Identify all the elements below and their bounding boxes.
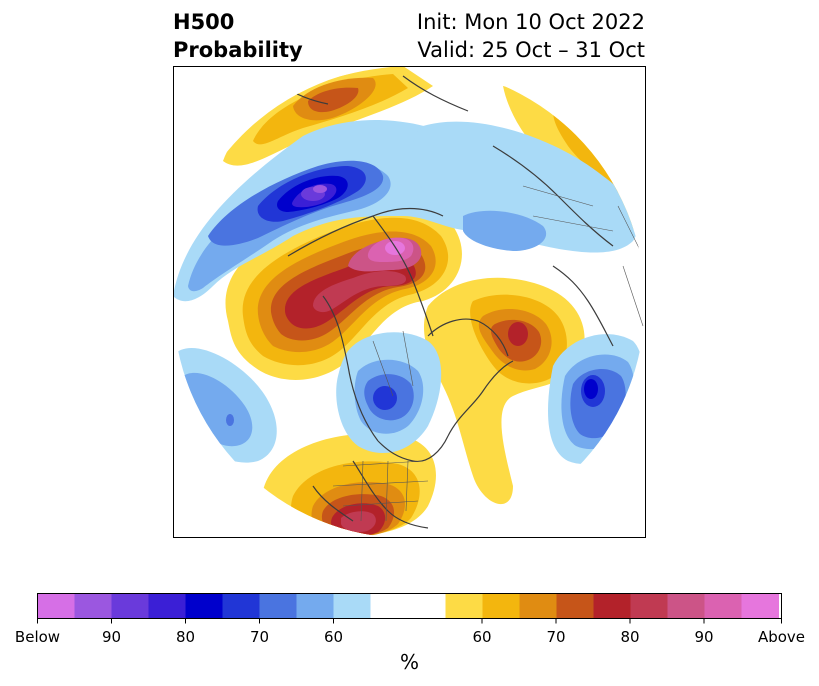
colorbar-cell-below-6 (259, 593, 297, 619)
colorbar-cell-below-4 (185, 593, 223, 619)
above-normal-ridge-west (225, 202, 462, 380)
colorbar-cell-below-0 (37, 593, 75, 619)
colorbar-cell-below-1 (74, 593, 112, 619)
below-normal-arctic (412, 121, 638, 253)
colorbar: Below 90 80 70 60 60 70 80 90 Above (15, 593, 805, 646)
product-label: Probability (173, 38, 303, 62)
colorbar-cell-above-0 (445, 593, 483, 619)
colorbar-cell-below-7 (296, 593, 334, 619)
colorbar-cell-neutral (370, 593, 446, 619)
map-frame (173, 66, 646, 538)
colorbar-tick-label: Above (758, 628, 805, 646)
above-normal-atlantic (423, 86, 643, 505)
variable-label: H500 (173, 10, 235, 34)
colorbar-tick-label: 70 (250, 628, 269, 646)
colorbar-cell-below-2 (111, 593, 149, 619)
colorbar-cell-above-5 (630, 593, 668, 619)
colorbar-unit-label: % (399, 650, 419, 674)
colorbar-cell-above-1 (482, 593, 520, 619)
colorbar-cell-above-3 (556, 593, 594, 619)
init-date-label: Init: Mon 10 Oct 2022 (416, 10, 645, 34)
above-normal-north (223, 66, 433, 166)
colorbar-cells (37, 593, 779, 619)
colorbar-tick-label: 80 (176, 628, 195, 646)
valid-range-label: Valid: 25 Oct – 31 Oct (417, 38, 645, 62)
colorbar-tick-label: 80 (620, 628, 639, 646)
colorbar-tick-label: 60 (472, 628, 491, 646)
colorbar-tick-label: 90 (694, 628, 713, 646)
colorbar-tick-label: 90 (102, 628, 121, 646)
colorbar-tick-label: Below (15, 628, 60, 646)
colorbar-cell-below-3 (148, 593, 186, 619)
above-normal-south (260, 433, 436, 538)
title-left: H500 Probability (173, 8, 303, 64)
title-right: Init: Mon 10 Oct 2022 Valid: 25 Oct – 31… (417, 8, 645, 64)
below-normal-hudson (336, 332, 442, 454)
colorbar-cell-above-6 (667, 593, 705, 619)
colorbar-tick-label: 60 (324, 628, 343, 646)
colorbar-cell-above-2 (519, 593, 557, 619)
colorbar-tick-label: 70 (546, 628, 565, 646)
colorbar-frame (37, 593, 782, 619)
colorbar-ticks: Below 90 80 70 60 60 70 80 90 Above (15, 618, 805, 646)
colorbar-cell-below-8 (333, 593, 371, 619)
probability-map (173, 66, 646, 538)
colorbar-cell-below-5 (222, 593, 260, 619)
colorbar-cell-above-4 (593, 593, 631, 619)
colorbar-cell-above-7 (704, 593, 742, 619)
colorbar-cell-above-8 (741, 593, 779, 619)
